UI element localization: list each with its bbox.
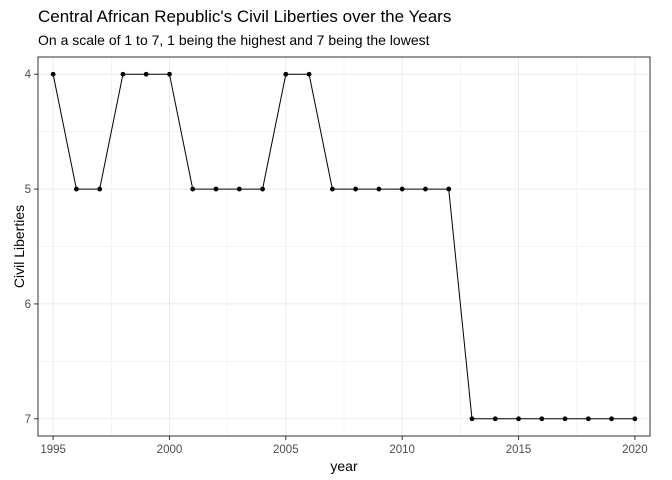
x-tick-label: 2010 xyxy=(389,444,415,456)
data-point xyxy=(585,416,591,422)
series-line xyxy=(52,73,635,420)
x-tick-label: 2020 xyxy=(622,444,648,456)
y-axis: 4 5 6 7 xyxy=(25,69,38,426)
data-point xyxy=(260,186,265,192)
x-tick-label: 1995 xyxy=(40,444,66,456)
data-point xyxy=(446,186,452,192)
data-point xyxy=(120,71,126,77)
data-point xyxy=(97,186,103,192)
data-point xyxy=(329,186,335,192)
data-point xyxy=(167,71,172,77)
minor-gridlines xyxy=(38,57,650,436)
plot-border xyxy=(37,56,651,437)
data-point xyxy=(306,71,312,77)
y-axis-title: Civil Liberties xyxy=(11,205,27,288)
y-tick-label: 7 xyxy=(25,414,31,426)
data-points xyxy=(50,71,638,422)
data-point xyxy=(376,186,382,192)
x-tick-label: 2015 xyxy=(506,444,532,456)
chart-subtitle: On a scale of 1 to 7, 1 being the highes… xyxy=(38,32,430,48)
data-point xyxy=(423,186,428,192)
data-point xyxy=(539,416,545,422)
data-point xyxy=(516,416,521,422)
y-tick-label: 5 xyxy=(25,184,31,196)
x-tick-label: 2005 xyxy=(273,444,299,456)
data-point xyxy=(213,186,219,192)
data-point xyxy=(190,186,196,192)
data-point xyxy=(73,186,79,192)
data-point xyxy=(469,416,475,422)
data-point xyxy=(236,186,242,192)
x-tick-label: 2000 xyxy=(157,444,183,456)
y-tick-label: 4 xyxy=(25,69,32,81)
y-tick-label: 6 xyxy=(25,299,31,311)
data-point xyxy=(353,186,359,192)
data-point xyxy=(283,71,289,77)
x-axis-title: year xyxy=(330,458,358,474)
x-axis: 1995 2000 2005 2010 2015 2020 xyxy=(40,436,648,456)
data-point xyxy=(50,71,56,77)
data-point xyxy=(399,186,405,192)
data-point xyxy=(609,416,615,422)
data-point xyxy=(632,416,638,422)
data-point xyxy=(143,71,149,77)
data-point xyxy=(492,416,498,422)
data-point xyxy=(562,416,568,422)
chart-title: Central African Republic's Civil Liberti… xyxy=(38,7,452,26)
